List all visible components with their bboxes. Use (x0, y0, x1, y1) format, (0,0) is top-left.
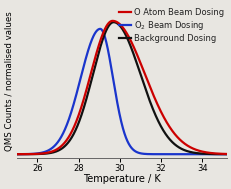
Background Dosing (52, 151, 54, 153)
X-axis label: Temperature / K: Temperature / K (83, 174, 160, 184)
Background Dosing (112, 21, 115, 23)
O$_2$ Beam Dosing (98, 28, 101, 30)
Background Dosing (225, 153, 228, 155)
Line: O Atom Beam Dosing: O Atom Beam Dosing (17, 21, 226, 154)
Background Dosing (105, 29, 107, 31)
Legend: O Atom Beam Dosing, O$_2$ Beam Dosing, Background Dosing: O Atom Beam Dosing, O$_2$ Beam Dosing, B… (117, 6, 225, 45)
O$_2$ Beam Dosing (225, 153, 228, 155)
Y-axis label: QMS Counts / normalised values: QMS Counts / normalised values (5, 12, 14, 151)
O$_2$ Beam Dosing (15, 153, 18, 155)
Line: Background Dosing: Background Dosing (17, 22, 226, 154)
Background Dosing (96, 56, 98, 59)
O$_2$ Beam Dosing (105, 42, 107, 44)
O$_2$ Beam Dosing (39, 152, 42, 154)
Background Dosing (39, 153, 42, 155)
Background Dosing (198, 152, 201, 155)
Background Dosing (221, 153, 223, 155)
O Atom Beam Dosing (225, 153, 228, 155)
O Atom Beam Dosing (221, 153, 223, 155)
O Atom Beam Dosing (15, 153, 18, 155)
O Atom Beam Dosing (52, 150, 54, 152)
O Atom Beam Dosing (105, 25, 107, 27)
O Atom Beam Dosing (198, 150, 201, 152)
O$_2$ Beam Dosing (96, 29, 98, 31)
O Atom Beam Dosing (39, 153, 42, 155)
O$_2$ Beam Dosing (52, 146, 54, 148)
O Atom Beam Dosing (111, 20, 113, 22)
Line: O$_2$ Beam Dosing: O$_2$ Beam Dosing (17, 29, 226, 154)
O$_2$ Beam Dosing (198, 153, 201, 155)
O$_2$ Beam Dosing (221, 153, 223, 155)
O Atom Beam Dosing (96, 49, 98, 51)
Background Dosing (15, 153, 18, 155)
